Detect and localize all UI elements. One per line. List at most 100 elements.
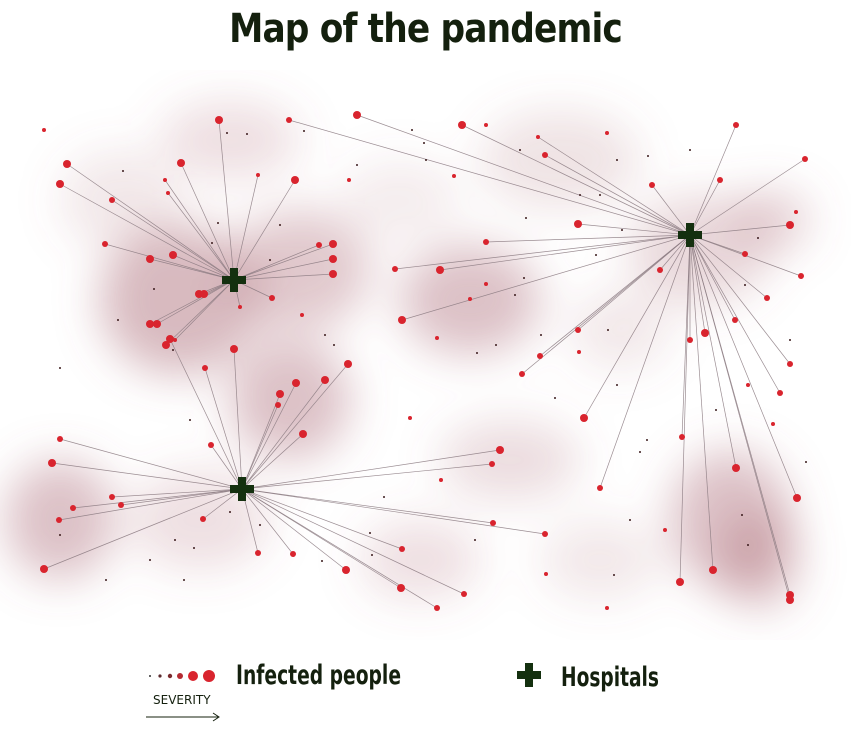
- connection-line: [241, 449, 501, 490]
- infected-person: [300, 313, 304, 317]
- infected-person: [70, 505, 76, 511]
- infected-person: [48, 459, 56, 467]
- infected-person: [647, 155, 649, 157]
- infected-person: [483, 239, 489, 245]
- infected-person: [118, 502, 124, 508]
- infected-person: [208, 442, 214, 448]
- infected-person: [621, 229, 623, 231]
- density-blob: [730, 190, 810, 250]
- density-blob: [720, 510, 800, 610]
- infected-person: [805, 461, 807, 463]
- infected-person: [709, 566, 717, 574]
- infected-person: [177, 159, 185, 167]
- severity-dot-3: [167, 673, 173, 679]
- infected-person: [744, 284, 746, 286]
- connection-line: [204, 367, 243, 490]
- connection-line: [59, 438, 243, 490]
- infected-person: [542, 152, 548, 158]
- infected-person: [616, 159, 618, 161]
- connection-line: [59, 183, 235, 281]
- infected-person: [474, 539, 476, 541]
- infected-person: [286, 117, 292, 123]
- infected-person: [577, 350, 581, 354]
- connection-line: [72, 488, 243, 509]
- infected-person: [605, 131, 609, 135]
- connection-line: [583, 234, 691, 419]
- infected-person: [166, 335, 174, 343]
- infected-person: [102, 241, 108, 247]
- infected-person: [259, 524, 261, 526]
- infected-person: [771, 422, 775, 426]
- infected-person: [490, 520, 496, 526]
- connection-line: [689, 234, 736, 321]
- infected-person: [59, 367, 61, 369]
- infected-person: [458, 121, 466, 129]
- infected-person: [411, 129, 413, 131]
- connection-line: [401, 234, 691, 321]
- infected-person: [679, 434, 685, 440]
- connection-line: [679, 234, 691, 583]
- infected-person: [687, 337, 693, 343]
- hospital-legend-icon: [517, 663, 541, 687]
- connection-line: [111, 488, 243, 498]
- connection-line: [241, 382, 297, 490]
- severity-dot-6: [203, 670, 215, 682]
- connection-line: [288, 119, 691, 236]
- connection-line: [241, 463, 493, 490]
- infected-person: [269, 295, 275, 301]
- density-blob: [230, 210, 370, 330]
- density-blob: [440, 420, 580, 500]
- connection-line: [104, 243, 235, 281]
- infected-person: [399, 546, 405, 552]
- pandemic-map: [5, 100, 810, 611]
- connection-line: [651, 184, 691, 236]
- infected-person: [452, 174, 456, 178]
- density-blob: [160, 100, 300, 180]
- infected-person: [742, 251, 748, 257]
- infected-person: [303, 130, 305, 132]
- infected-person: [802, 156, 808, 162]
- connection-line: [149, 258, 235, 281]
- infected-person: [595, 254, 597, 256]
- infected-person: [369, 532, 371, 534]
- connection-line: [233, 348, 243, 490]
- connection-line: [51, 462, 243, 490]
- infected-person: [117, 319, 119, 321]
- infected-person: [747, 544, 749, 546]
- infected-person: [211, 242, 213, 244]
- infected-person: [793, 494, 801, 502]
- infected-person: [514, 294, 516, 296]
- infected-person: [574, 220, 582, 228]
- infected-person: [649, 182, 655, 188]
- connection-line: [544, 154, 691, 236]
- connection-line: [156, 279, 235, 325]
- infected-person: [777, 390, 783, 396]
- hospital-icon: [222, 268, 246, 292]
- infected-person: [525, 217, 527, 219]
- infected-person: [580, 414, 588, 422]
- connection-line: [241, 488, 465, 595]
- connection-line: [577, 223, 691, 236]
- infected-person: [676, 578, 684, 586]
- infected-person: [202, 365, 208, 371]
- infected-person: [542, 531, 548, 537]
- connection-line: [521, 234, 691, 375]
- infected-person: [544, 572, 548, 576]
- connection-line: [485, 234, 691, 243]
- infected-person: [607, 329, 609, 331]
- infected-person: [495, 344, 497, 346]
- infected-person: [733, 122, 739, 128]
- infected-person: [579, 194, 581, 196]
- severity-scale: [149, 670, 215, 682]
- infected-person: [461, 591, 467, 597]
- infected-person: [523, 277, 525, 279]
- connection-line: [233, 174, 259, 281]
- density-blob: [340, 160, 460, 240]
- infected-person: [476, 352, 478, 354]
- connection-line: [233, 258, 334, 281]
- connection-line: [241, 488, 347, 571]
- infected-person: [329, 270, 337, 278]
- infected-person: [193, 547, 195, 549]
- infected-person: [276, 390, 284, 398]
- infected-person: [757, 237, 759, 239]
